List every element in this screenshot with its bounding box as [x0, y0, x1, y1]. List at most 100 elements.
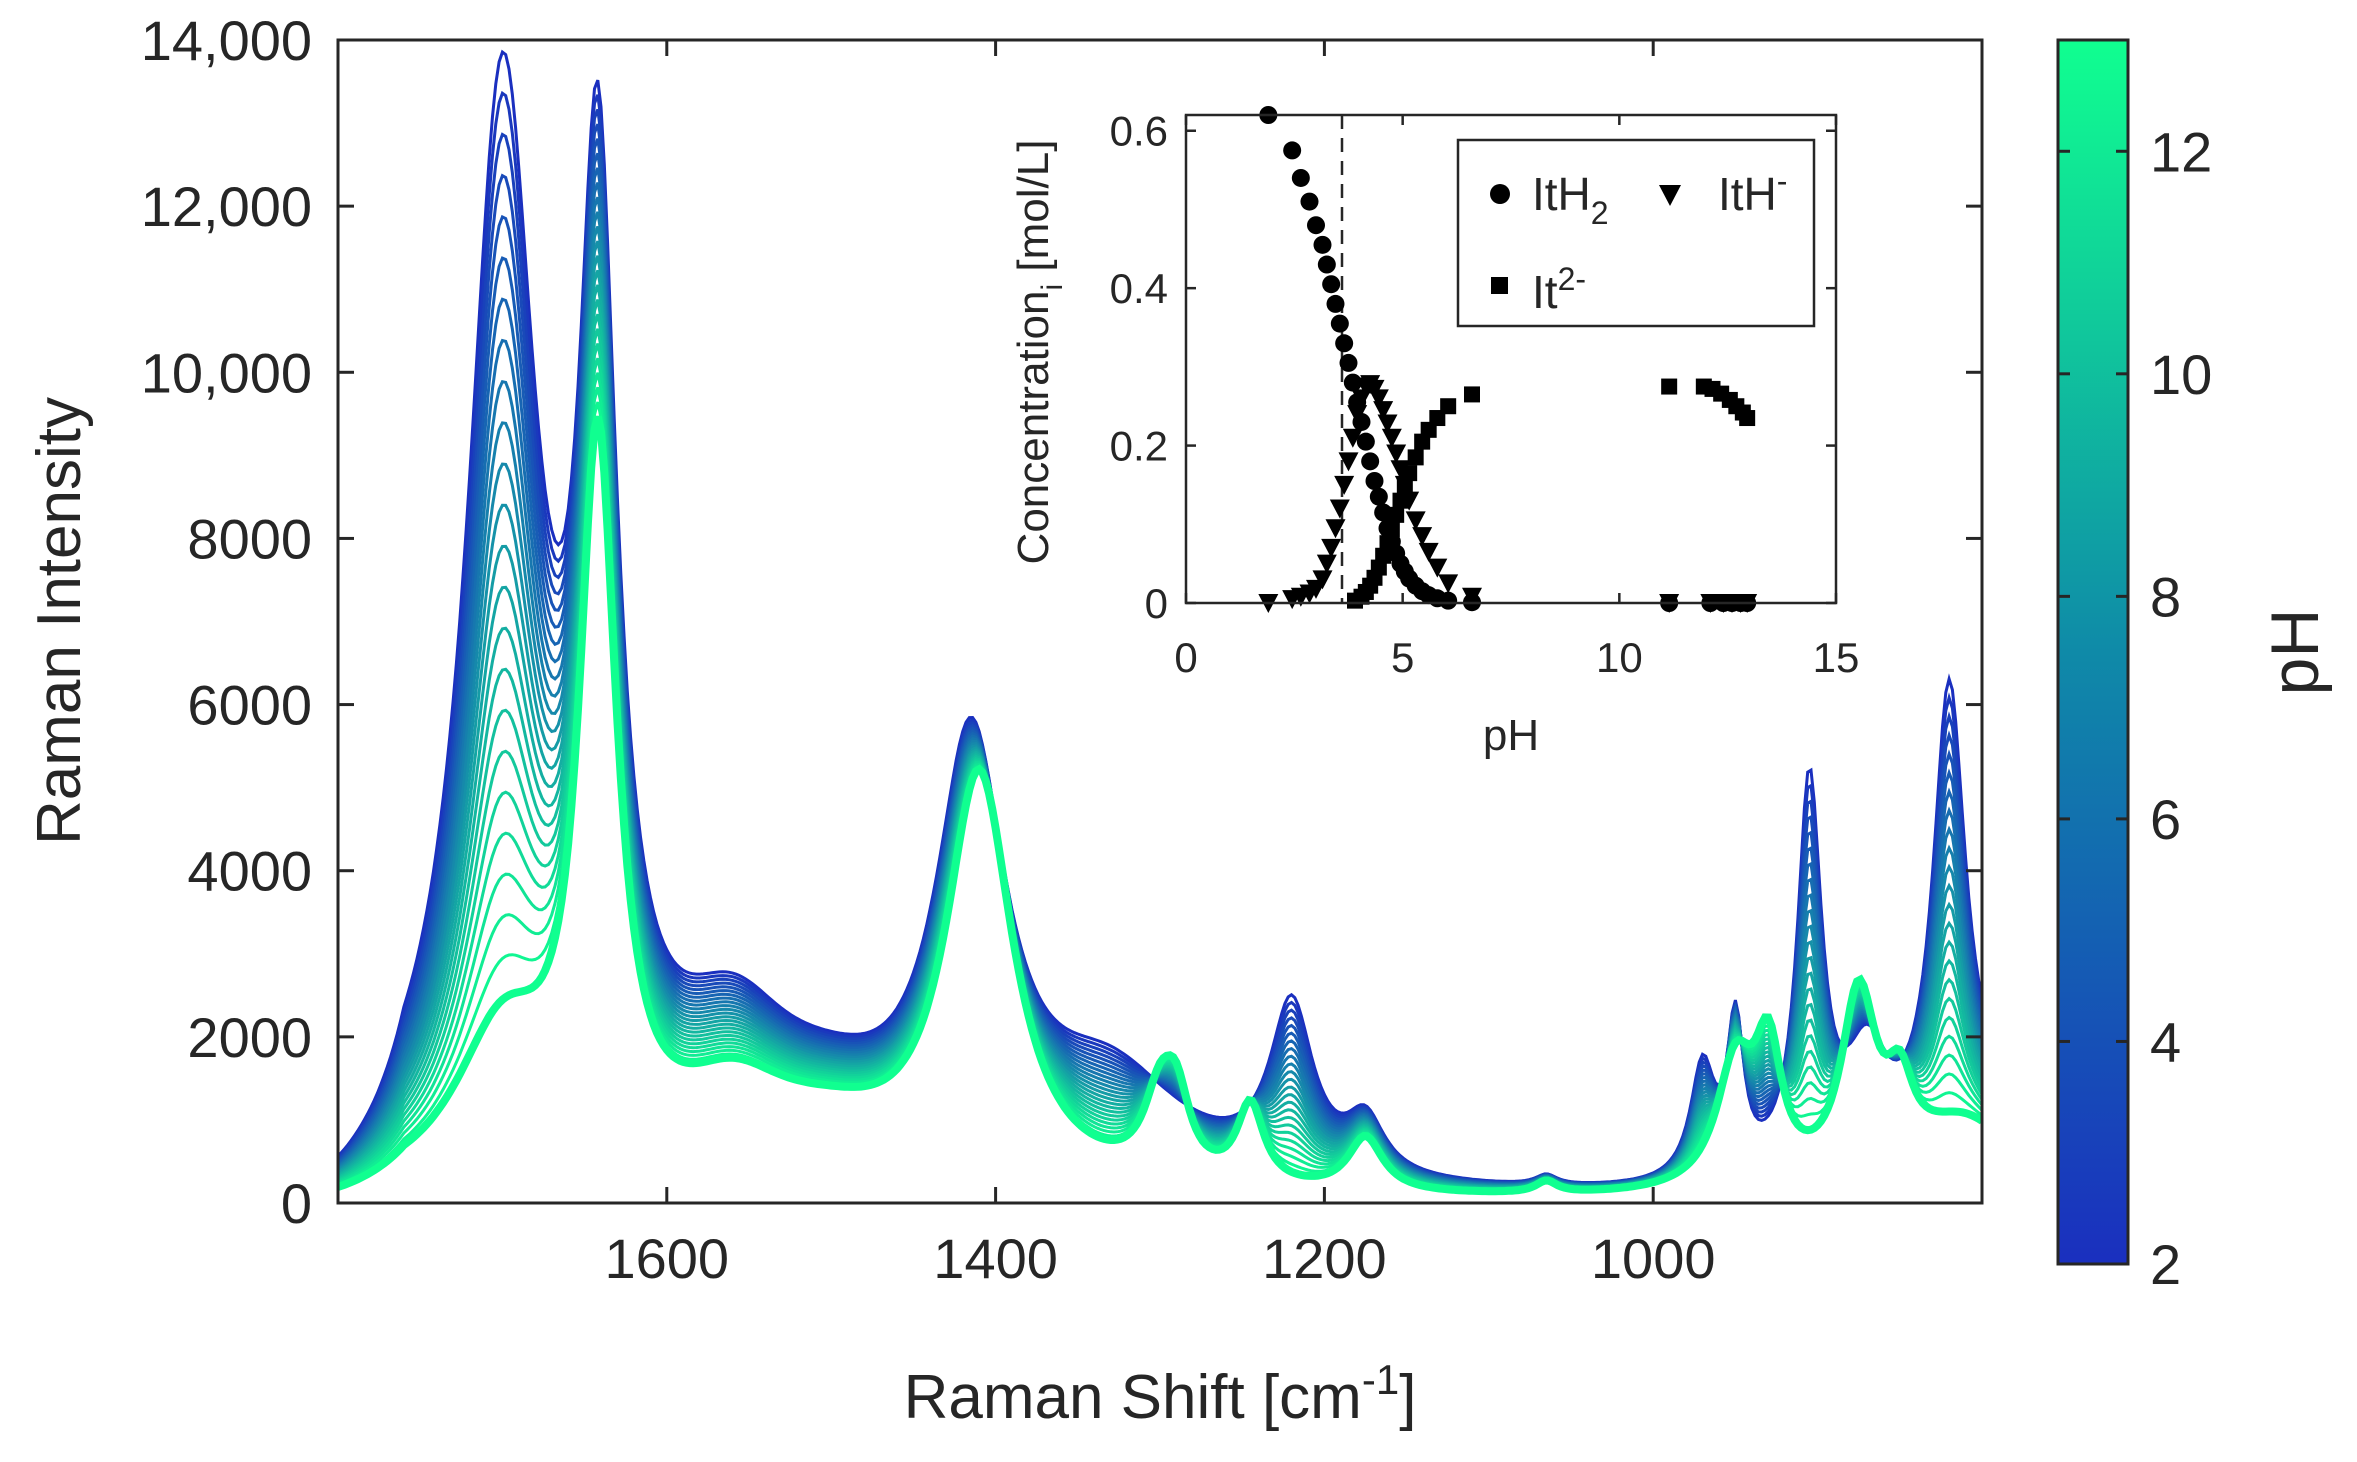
- inset-point-ith2: [1439, 591, 1458, 610]
- inset-point-ith-minus: [1325, 519, 1346, 539]
- inset-x-tick-label: 10: [1596, 634, 1643, 681]
- inset-point-ith-minus: [1386, 444, 1407, 464]
- main-y-tick-label: 10,000: [141, 341, 312, 404]
- inset-y-ticks: 0 0.2 0.4 0.6: [1110, 108, 1836, 627]
- inset-point-ith2: [1339, 353, 1358, 372]
- inset-y-tick-label: 0.6: [1110, 108, 1168, 155]
- colorbar: 2 4 6 8 10 12 pH: [2056, 38, 2333, 1296]
- inset-point-ith2: [1369, 487, 1388, 506]
- inset-point-ith2: [1313, 235, 1332, 254]
- inset-x-tick-label: 15: [1813, 634, 1860, 681]
- inset-point-ith2: [1307, 216, 1325, 235]
- main-y-tick-label: 2000: [187, 1006, 312, 1069]
- inset-chart: 0 5 10 15 0 0.2 0.4 0.6 pH Concentrationi [mol…: [1009, 106, 1859, 760]
- inset-point-ith2: [1335, 334, 1354, 353]
- main-x-tick-label: 1400: [933, 1227, 1058, 1290]
- inset-point-ith2: [1330, 314, 1349, 333]
- main-y-tick-label: 0: [281, 1172, 312, 1235]
- inset-point-ith-minus: [1405, 511, 1426, 531]
- main-x-ticks: 1600 1400 1200 1000: [605, 40, 1716, 1290]
- inset-point-it2-minus: [1388, 506, 1405, 523]
- inset-point-it2-minus: [1383, 521, 1400, 538]
- inset-point-ith-minus: [1412, 527, 1433, 547]
- inset-point-it2-minus: [1407, 449, 1424, 466]
- colorbar-label: pH: [2257, 609, 2333, 696]
- inset-point-it2-minus: [1440, 398, 1457, 415]
- inset-point-ith2: [1374, 503, 1393, 522]
- colorbar-tick-label: 12: [2150, 120, 2212, 183]
- main-y-tick-label: 12,000: [141, 175, 312, 238]
- main-y-tick-label: 6000: [187, 674, 312, 737]
- inset-point-ith2: [1291, 168, 1310, 187]
- inset-point-it2-minus: [1392, 492, 1409, 509]
- inset-point-ith2: [1300, 192, 1319, 211]
- inset-point-ith2: [1365, 472, 1384, 490]
- main-y-tick-label: 8000: [187, 507, 312, 570]
- inset-point-ith2: [1326, 294, 1345, 313]
- main-y-ticks: 0 2000 4000 6000 8000 10,000 12,000 14,000: [141, 9, 1982, 1235]
- inset-x-tick-label: 0: [1174, 634, 1197, 681]
- main-y-tick-label: 4000: [187, 840, 312, 903]
- inset-point-it2-minus: [1661, 378, 1678, 395]
- inset-point-ith-minus: [1338, 452, 1359, 472]
- inset-point-ith-minus: [1334, 475, 1355, 495]
- inset-point-ith-minus: [1316, 554, 1337, 574]
- inset-point-ith2: [1361, 452, 1380, 471]
- legend-label-ith-minus: ItH-: [1718, 163, 1787, 220]
- main-x-axis-label: Raman Shift [cm-1]: [904, 1356, 1417, 1432]
- main-y-tick-label: 14,000: [141, 9, 312, 72]
- inset-point-ith-minus: [1373, 401, 1394, 421]
- inset-point-ith2: [1322, 275, 1341, 294]
- main-series-group: [338, 49, 1982, 1196]
- inset-point-ith-minus: [1342, 428, 1363, 448]
- inset-point-ith-minus: [1418, 542, 1439, 562]
- inset-point-ith2: [1317, 255, 1336, 274]
- colorbar-gradient: [2056, 38, 2130, 1266]
- inset-y-tick-label: 0: [1145, 580, 1168, 627]
- legend-marker-triangle-down: [1659, 185, 1681, 206]
- colorbar-tick-label: 2: [2150, 1233, 2181, 1296]
- inset-point-it2-minus: [1401, 465, 1418, 482]
- inset-point-ith-minus: [1381, 428, 1402, 448]
- inset-point-ith-minus: [1312, 570, 1333, 590]
- inset-point-ith-minus: [1462, 587, 1482, 607]
- legend-label-ith2: ItH2: [1532, 168, 1609, 231]
- inset-point-ith-minus: [1329, 499, 1350, 519]
- inset-point-it2-minus: [1464, 386, 1480, 403]
- inset-point-ith-minus: [1347, 405, 1368, 425]
- inset-legend: ItH2 ItH- It2-: [1456, 138, 1816, 328]
- inset-y-tick-label: 0.4: [1110, 265, 1168, 312]
- inset-y-tick-label: 0.2: [1110, 423, 1168, 470]
- inset-point-it2-minus: [1375, 547, 1392, 564]
- main-axes-frame: [336, 38, 1984, 1205]
- colorbar-tick-label: 4: [2150, 1010, 2181, 1073]
- legend-label-it2-minus: It2-: [1532, 261, 1586, 318]
- inset-x-ticks: 0 5 10 15: [1174, 115, 1859, 681]
- inset-point-ith-minus: [1438, 574, 1459, 594]
- colorbar-ticks: 2 4 6 8 10 12: [2058, 120, 2212, 1296]
- inset-point-ith-minus: [1377, 414, 1398, 434]
- inset-point-ith2: [1356, 432, 1375, 451]
- main-x-tick-label: 1000: [1591, 1227, 1716, 1290]
- inset-x-axis-label: pH: [1483, 711, 1539, 760]
- inset-point-ith-minus: [1390, 460, 1411, 480]
- inset-point-it2-minus: [1739, 410, 1756, 427]
- colorbar-tick-label: 8: [2150, 565, 2181, 628]
- main-x-tick-label: 1600: [605, 1227, 730, 1290]
- inset-point-ith-minus: [1427, 558, 1448, 578]
- inset-point-ith2: [1283, 141, 1302, 160]
- inset-y-axis-label: Concentrationi [mol/L]: [1009, 140, 1069, 565]
- inset-series-group: [1258, 106, 1758, 613]
- inset-x-tick-label: 5: [1391, 634, 1414, 681]
- legend-marker-square: [1491, 277, 1508, 294]
- inset-point-it2-minus: [1379, 535, 1396, 552]
- main-y-axis-label: Raman Intensity: [25, 397, 94, 845]
- inset-point-it2-minus: [1396, 478, 1413, 495]
- main-x-tick-label: 1200: [1262, 1227, 1387, 1290]
- colorbar-tick-label: 10: [2150, 343, 2212, 406]
- legend-marker-circle: [1490, 184, 1510, 204]
- inset-axes-frame: [1184, 113, 1838, 605]
- inset-point-ith-minus: [1321, 538, 1342, 558]
- inset-point-ith-minus: [1368, 389, 1389, 409]
